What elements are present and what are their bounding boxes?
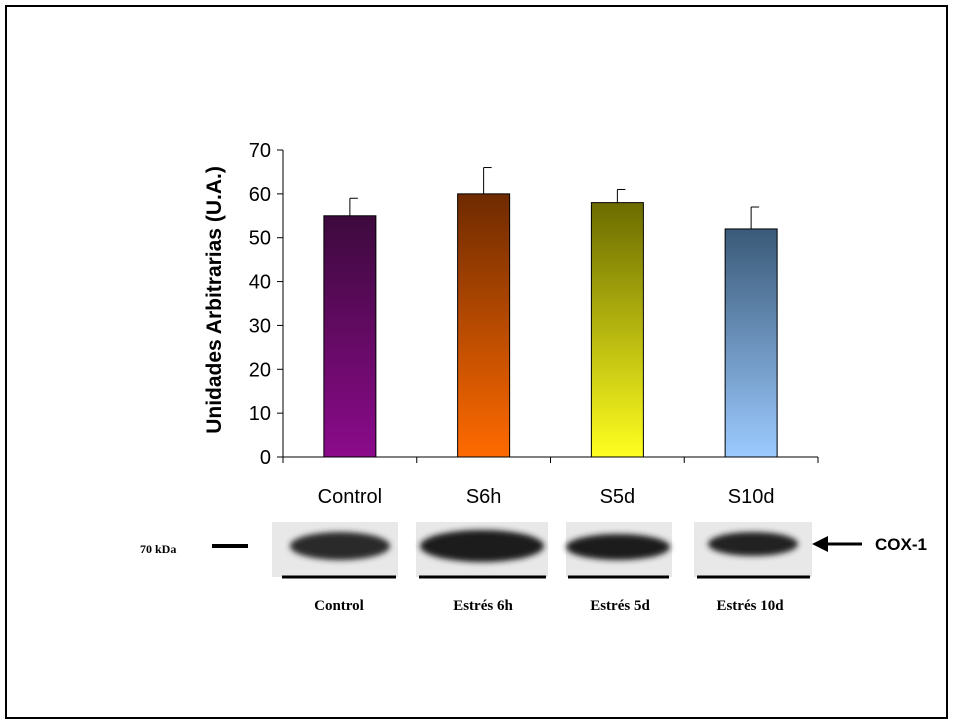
y-tick-label: 60 — [249, 184, 271, 206]
bar-control — [323, 215, 377, 458]
y-tick-label: 70 — [249, 140, 271, 162]
y-tick-label: 30 — [249, 315, 271, 337]
marker-label: 70 kDa — [140, 542, 176, 556]
blot-band-control — [290, 532, 390, 560]
tick-labels-group: 0 10 20 30 40 50 60 70 Control S6h S5d S10d — [249, 140, 775, 508]
blot-band-s5d — [566, 534, 670, 560]
y-tick-label: 40 — [249, 272, 271, 294]
y-tick-label: 20 — [249, 359, 271, 381]
blot-lane-gap-2 — [548, 522, 566, 577]
error-bars-group — [349, 167, 760, 229]
lane-label-estres-10d: Estrés 10d — [716, 598, 784, 614]
x-category-label: S10d — [728, 486, 775, 508]
band-label: COX-1 — [875, 535, 927, 554]
western-blot: 70 kDa COX-1 Control Estrés 6h Estrés 5d… — [140, 522, 927, 614]
lane-label-estres-6h: Estrés 6h — [453, 598, 513, 614]
blot-lane-gap-3 — [672, 522, 694, 577]
blot-lane-gap-1 — [398, 522, 416, 577]
y-tick-label: 50 — [249, 228, 271, 250]
y-tick-label: 0 — [260, 447, 271, 469]
blot-band-s10d — [708, 532, 798, 556]
x-category-label: S5d — [600, 486, 636, 508]
bars-group — [323, 193, 778, 458]
bar-s6h — [457, 193, 511, 458]
lane-label-control: Control — [314, 598, 364, 614]
y-tick-label: 10 — [249, 403, 271, 425]
blot-band-s6h — [420, 530, 544, 562]
bar-s10d — [724, 228, 778, 458]
bar-s5d — [590, 202, 644, 458]
y-axis-title: Unidades Arbitrarias (U.A.) — [203, 166, 226, 434]
lane-label-estres-5d: Estrés 5d — [590, 598, 650, 614]
x-category-label: S6h — [466, 486, 502, 508]
x-category-label: Control — [318, 486, 382, 508]
band-arrow-head — [812, 536, 828, 552]
